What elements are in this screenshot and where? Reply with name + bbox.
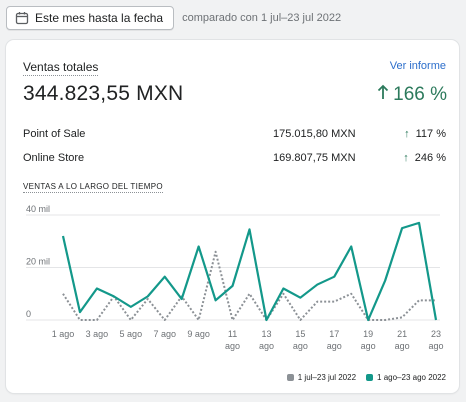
- channel-change: ↑ 246 %: [403, 152, 446, 164]
- chart-legend: 1 jul–23 jul 2022 1 ago–23 ago 2022: [286, 373, 446, 382]
- x-tick-label-line: 17: [329, 329, 339, 339]
- x-tick-label-line: 3 ago: [86, 329, 109, 339]
- card-title[interactable]: Ventas totales: [23, 60, 99, 76]
- toolbar: Este mes hasta la fecha comparado con 1 …: [6, 5, 341, 31]
- comparison-text: comparado con 1 jul–23 jul 2022: [182, 12, 342, 24]
- legend-item-current[interactable]: 1 ago–23 ago 2022: [366, 373, 446, 382]
- channel-change: ↑ 117 %: [404, 128, 446, 140]
- channel-row-point-of-sale: Point of Sale 175.015,80 MXN ↑ 117 %: [23, 128, 446, 144]
- channel-label: Point of Sale: [23, 128, 86, 140]
- legend-label-current: 1 ago–23 ago 2022: [377, 373, 446, 382]
- x-tick-label: 3 ago: [86, 329, 109, 339]
- x-tick-label-line: 7 ago: [153, 329, 176, 339]
- arrow-up-icon: [377, 84, 389, 106]
- x-tick-label-line: 13: [261, 329, 271, 339]
- channel-change-percent: 117 %: [415, 128, 446, 140]
- legend-label-previous: 1 jul–23 jul 2022: [297, 373, 357, 382]
- x-tick-label-line: 5 ago: [120, 329, 143, 339]
- x-tick-label-line: ago: [259, 341, 274, 351]
- channel-change-percent: 246 %: [414, 152, 446, 164]
- x-tick-label-line: 9 ago: [187, 329, 210, 339]
- arrow-up-icon: ↑: [403, 152, 409, 164]
- x-tick-label: 15 ago: [293, 329, 308, 351]
- x-tick-label-line: 19: [363, 329, 373, 339]
- total-change-percent: 166 %: [393, 84, 447, 105]
- channel-amount: 175.015,80 MXN: [273, 128, 356, 140]
- arrow-up-icon: ↑: [404, 128, 410, 140]
- series-line-current: [61, 221, 438, 322]
- x-tick-label-line: ago: [361, 341, 376, 351]
- legend-swatch-current: [366, 374, 374, 381]
- x-tick-label-line: 21: [397, 329, 407, 339]
- x-tick-label: 13 ago: [259, 329, 274, 351]
- channel-label: Online Store: [23, 152, 85, 164]
- y-tick-label: 40 mil: [26, 204, 50, 214]
- x-tick-label-line: ago: [327, 341, 342, 351]
- sales-over-time-chart: 0 20 mil 40 mil 1 ago 3 ago 5 ago 7 ago 9 ago 11…: [26, 204, 444, 351]
- x-tick-label: 19 ago: [361, 329, 376, 351]
- x-tick-label-line: 1 ago: [52, 329, 75, 339]
- x-tick-label-line: 11: [228, 329, 237, 339]
- x-tick-label: 5 ago: [120, 329, 143, 339]
- x-tick-label: 21 ago: [395, 329, 410, 351]
- x-tick-label-line: 15: [295, 329, 305, 339]
- x-tick-label: 1 ago: [52, 329, 75, 339]
- series-line-previous: [62, 250, 436, 321]
- view-report-link[interactable]: Ver informe: [389, 60, 446, 72]
- x-tick-label-line: ago: [225, 341, 240, 351]
- calendar-icon: [15, 11, 29, 25]
- total-change: 166 %: [377, 84, 447, 106]
- chart-title[interactable]: VENTAS A LO LARGO DEL TIEMPO: [23, 182, 163, 193]
- channel-row-online-store: Online Store 169.807,75 MXN ↑ 246 %: [23, 152, 446, 168]
- x-tick-label-line: ago: [395, 341, 410, 351]
- x-tick-label-line: ago: [428, 341, 443, 351]
- x-tick-label: 17 ago: [327, 329, 342, 351]
- total-sales-value: 344.823,55 MXN: [23, 82, 184, 105]
- x-tick-label: 23 ago: [428, 329, 443, 351]
- channel-amount: 169.807,75 MXN: [273, 152, 356, 164]
- x-tick-label-line: 23: [431, 329, 441, 339]
- y-tick-label: 0: [26, 309, 31, 319]
- x-tick-label: 9 ago: [187, 329, 210, 339]
- x-tick-label-line: ago: [293, 341, 308, 351]
- x-tick-label: 11 ago: [225, 329, 240, 351]
- total-sales-card: Ventas totales Ver informe 344.823,55 MX…: [6, 40, 459, 393]
- y-tick-label: 20 mil: [26, 257, 50, 267]
- legend-item-previous[interactable]: 1 jul–23 jul 2022: [286, 373, 357, 382]
- date-range-button[interactable]: Este mes hasta la fecha: [6, 6, 175, 30]
- date-range-label: Este mes hasta la fecha: [35, 11, 164, 25]
- legend-swatch-previous: [286, 374, 294, 381]
- x-tick-label: 7 ago: [153, 329, 176, 339]
